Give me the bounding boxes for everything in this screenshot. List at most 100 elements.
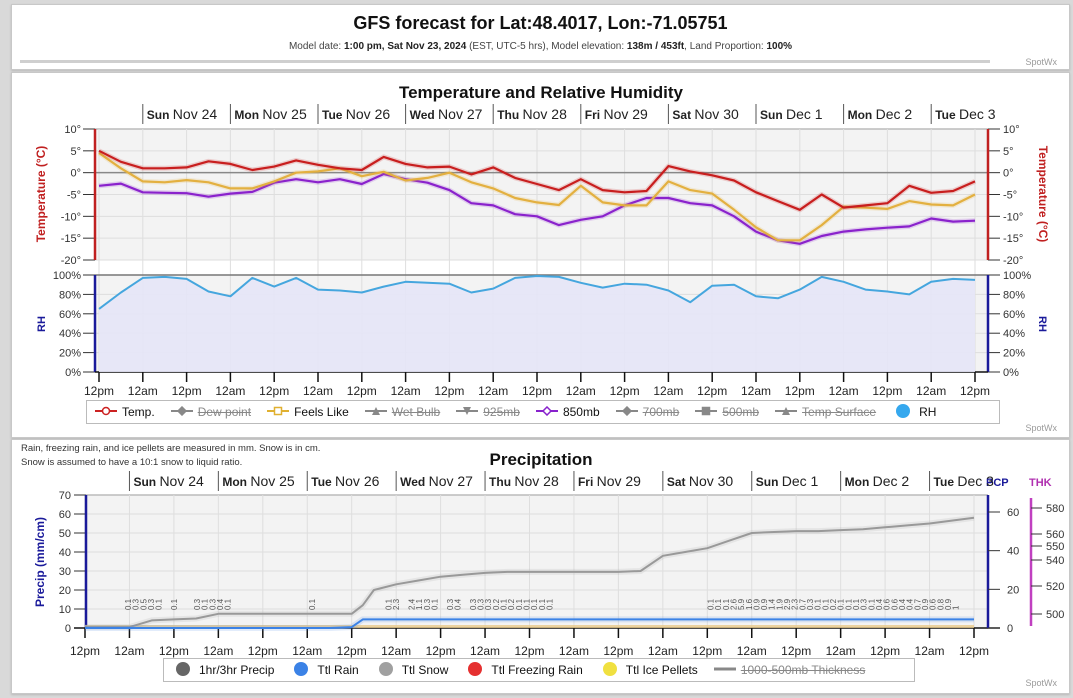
legend-label: Temp. bbox=[122, 405, 155, 419]
legend-item-temp-[interactable]: Temp. bbox=[95, 405, 155, 419]
legend-label: 925mb bbox=[483, 405, 520, 419]
precip-value-label: 0.2 bbox=[492, 598, 501, 610]
x-tick-label: 12am bbox=[470, 644, 500, 658]
precip-value-label: 0.1 bbox=[523, 598, 532, 610]
y-tick-label-right: -20° bbox=[1003, 255, 1023, 267]
precip-tick-label: 30 bbox=[59, 566, 71, 578]
legend-item-dew-point[interactable]: Dew point bbox=[170, 405, 251, 419]
precip-value-label: 0.1 bbox=[844, 598, 853, 610]
precip-value-label: 0.6 bbox=[890, 598, 899, 610]
legend-label: RH bbox=[919, 405, 937, 419]
pcp-tick-label: 0 bbox=[1007, 623, 1013, 635]
legend-item-1000-500mb-thickness[interactable]: 1000-500mb Thickness bbox=[713, 663, 865, 677]
day-label: Sun Dec 1 bbox=[756, 473, 819, 489]
legend-item-ttl-ice-pellets[interactable]: Ttl Ice Pellets bbox=[599, 661, 698, 680]
day-label: Tue Nov 26 bbox=[322, 106, 390, 122]
precipitation-legend: 1hr/3hr Precip Ttl Rain Ttl Snow Ttl Freezi… bbox=[163, 658, 915, 682]
y-tick-label-left: -15° bbox=[61, 233, 81, 245]
land-label: , Land Proportion: bbox=[684, 41, 767, 52]
x-tick-label: 12pm bbox=[347, 384, 377, 398]
precip-value-label: 0.1 bbox=[201, 598, 210, 610]
triangle-down-marker-icon bbox=[456, 405, 479, 419]
precip-value-label: 0.4 bbox=[216, 598, 225, 610]
dot-marker-icon bbox=[375, 661, 397, 680]
pcp-tick-label: 40 bbox=[1007, 546, 1019, 558]
model-date-label: Model date: bbox=[288, 41, 344, 52]
x-tick-label: 12pm bbox=[960, 384, 990, 398]
day-label: Fri Nov 29 bbox=[578, 473, 641, 489]
dot-marker-icon bbox=[892, 403, 914, 422]
day-label: Wed Nov 27 bbox=[410, 106, 483, 122]
precip-value-label: 0.3 bbox=[469, 598, 478, 610]
legend-item-925mb[interactable]: 925mb bbox=[456, 405, 520, 419]
precip-value-label: 0.9 bbox=[921, 598, 930, 610]
pcp-axis-label: PCP bbox=[986, 477, 1009, 489]
temperature-rh-panel: Temperature and Relative Humidity 10° 10° 5… bbox=[11, 72, 1070, 438]
dot-marker-icon bbox=[172, 661, 194, 680]
x-tick-label: 12am bbox=[741, 384, 771, 398]
precip-value-label: 0.1 bbox=[821, 598, 830, 610]
precip-tick-label: 20 bbox=[59, 585, 71, 597]
legend-item-1hr-3hr-precip[interactable]: 1hr/3hr Precip bbox=[172, 661, 274, 680]
rh-area bbox=[99, 276, 975, 372]
precipitation-panel: Rain, freezing rain, and ice pellets are… bbox=[11, 439, 1070, 694]
precip-value-label: 0.2 bbox=[507, 598, 516, 610]
brand-credit[interactable]: SpotWx bbox=[1025, 57, 1057, 67]
circle-marker-icon bbox=[95, 405, 117, 419]
ice-pellets-baseline bbox=[85, 625, 974, 628]
rh-axis-label-left: RH bbox=[36, 316, 48, 332]
legend-item-500mb[interactable]: 500mb bbox=[695, 405, 759, 419]
legend-item-ttl-snow[interactable]: Ttl Snow bbox=[375, 661, 448, 680]
x-tick-label: 12pm bbox=[248, 644, 278, 658]
precip-value-label: 0.8 bbox=[936, 598, 945, 610]
rh-tick-label-right: 60% bbox=[1003, 309, 1025, 321]
dot-marker-icon bbox=[599, 661, 621, 680]
x-tick-label: 12pm bbox=[84, 384, 114, 398]
precip-note-1: Rain, freezing rain, and ice pellets are… bbox=[21, 443, 321, 454]
model-info: Model date: 1:00 pm, Sat Nov 23, 2024 (E… bbox=[12, 41, 1069, 52]
legend-item-850mb[interactable]: 850mb bbox=[535, 405, 600, 419]
precip-tick-label: 40 bbox=[59, 547, 71, 559]
temperature-axis-label-right: Temperature (°C) bbox=[1036, 146, 1050, 243]
rh-tick-label-left: 80% bbox=[59, 289, 81, 301]
legend-item-ttl-freezing-rain[interactable]: Ttl Freezing Rain bbox=[464, 661, 583, 680]
precip-value-label: 0.2 bbox=[829, 598, 838, 610]
brand-credit[interactable]: SpotWx bbox=[1025, 678, 1057, 688]
y-tick-label-right: 10° bbox=[1003, 124, 1020, 136]
legend-item-wet-bulb[interactable]: Wet Bulb bbox=[364, 405, 440, 419]
thickness-tick-label: 540 bbox=[1046, 555, 1064, 567]
x-tick-label: 12pm bbox=[872, 384, 902, 398]
diamond-marker-icon bbox=[615, 405, 638, 419]
precip-value-label: 0.3 bbox=[208, 598, 217, 610]
legend-label: 700mb bbox=[642, 405, 680, 419]
y-tick-label-right: -5° bbox=[1003, 190, 1017, 202]
y-tick-label-right: 0° bbox=[1003, 168, 1014, 180]
rh-tick-label-left: 0% bbox=[65, 367, 81, 379]
legend-item-ttl-rain[interactable]: Ttl Rain bbox=[290, 661, 359, 680]
legend-item-feels-like[interactable]: Feels Like bbox=[267, 405, 349, 419]
legend-item-700mb[interactable]: 700mb bbox=[615, 405, 680, 419]
square-marker-icon bbox=[695, 405, 718, 419]
day-label: Thu Nov 28 bbox=[497, 106, 567, 122]
legend-item-temp-surface[interactable]: Temp Surface bbox=[775, 405, 876, 419]
y-tick-label-right: 5° bbox=[1003, 146, 1014, 158]
precip-value-label: 0.1 bbox=[837, 598, 846, 610]
legend-item-rh[interactable]: RH bbox=[892, 403, 936, 422]
precip-value-label: 1 bbox=[952, 605, 961, 610]
y-tick-label-right: -10° bbox=[1003, 211, 1023, 223]
day-label: Mon Dec 2 bbox=[845, 473, 910, 489]
square-marker-icon bbox=[267, 405, 290, 419]
brand-credit[interactable]: SpotWx bbox=[1025, 423, 1057, 433]
precip-value-label: 0.1 bbox=[500, 598, 509, 610]
x-tick-label: 12am bbox=[391, 384, 421, 398]
y-tick-label-left: 10° bbox=[64, 124, 81, 136]
precip-value-label: 0.1 bbox=[224, 598, 233, 610]
chart-title: Temperature and Relative Humidity bbox=[399, 83, 684, 102]
x-tick-label: 12am bbox=[203, 644, 233, 658]
precip-value-label: 0.1 bbox=[385, 598, 394, 610]
precip-value-label: 0.9 bbox=[752, 598, 761, 610]
precip-value-label: 0.1 bbox=[867, 598, 876, 610]
precip-value-label: 0.1 bbox=[155, 598, 164, 610]
precip-value-label: 0.1 bbox=[431, 598, 440, 610]
